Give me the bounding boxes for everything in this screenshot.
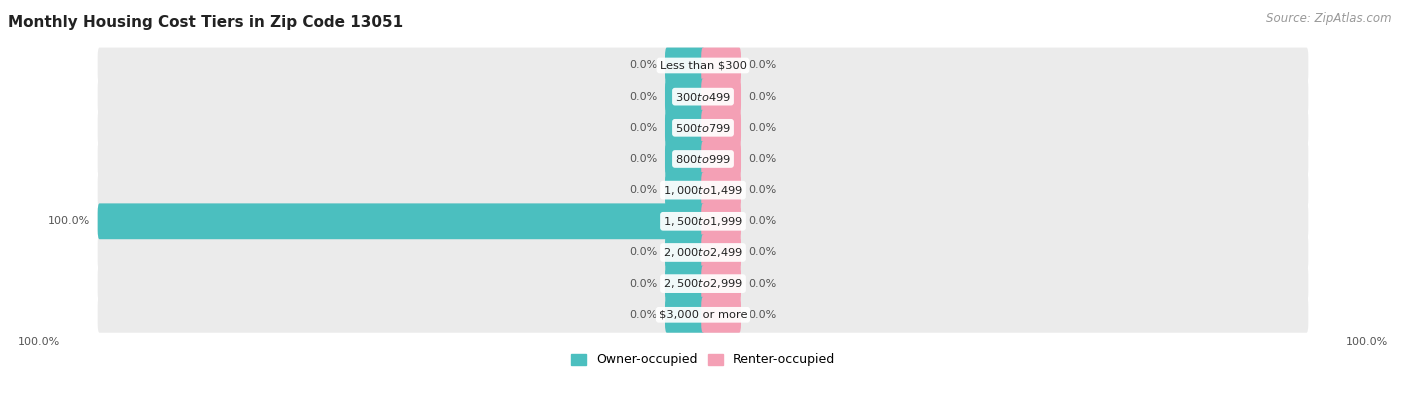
Text: 100.0%: 100.0% (1346, 337, 1388, 347)
Text: 0.0%: 0.0% (748, 123, 776, 133)
FancyBboxPatch shape (665, 172, 704, 208)
Text: 0.0%: 0.0% (630, 92, 658, 102)
FancyBboxPatch shape (665, 266, 704, 302)
Text: 0.0%: 0.0% (748, 61, 776, 71)
FancyBboxPatch shape (97, 110, 1309, 146)
FancyBboxPatch shape (665, 79, 704, 115)
FancyBboxPatch shape (702, 266, 741, 302)
FancyBboxPatch shape (97, 172, 1309, 208)
Text: $800 to $999: $800 to $999 (675, 153, 731, 165)
Text: $2,000 to $2,499: $2,000 to $2,499 (664, 246, 742, 259)
FancyBboxPatch shape (702, 110, 741, 146)
Text: 0.0%: 0.0% (748, 154, 776, 164)
Text: Less than $300: Less than $300 (659, 61, 747, 71)
FancyBboxPatch shape (702, 172, 741, 208)
FancyBboxPatch shape (702, 203, 741, 239)
Legend: Owner-occupied, Renter-occupied: Owner-occupied, Renter-occupied (567, 348, 839, 371)
FancyBboxPatch shape (702, 234, 741, 271)
FancyBboxPatch shape (665, 48, 704, 83)
FancyBboxPatch shape (702, 79, 741, 115)
FancyBboxPatch shape (97, 203, 1309, 239)
FancyBboxPatch shape (702, 141, 741, 177)
Text: 0.0%: 0.0% (630, 61, 658, 71)
Text: 0.0%: 0.0% (748, 310, 776, 320)
Text: Source: ZipAtlas.com: Source: ZipAtlas.com (1267, 12, 1392, 25)
Text: 100.0%: 100.0% (18, 337, 60, 347)
Text: 0.0%: 0.0% (630, 278, 658, 289)
FancyBboxPatch shape (665, 234, 704, 271)
FancyBboxPatch shape (665, 141, 704, 177)
FancyBboxPatch shape (97, 234, 1309, 271)
Text: 0.0%: 0.0% (748, 247, 776, 257)
Text: 100.0%: 100.0% (48, 216, 90, 226)
FancyBboxPatch shape (97, 297, 1309, 333)
Text: $1,000 to $1,499: $1,000 to $1,499 (664, 184, 742, 197)
Text: $3,000 or more: $3,000 or more (659, 310, 747, 320)
Text: $2,500 to $2,999: $2,500 to $2,999 (664, 277, 742, 290)
Text: 0.0%: 0.0% (748, 92, 776, 102)
Text: 0.0%: 0.0% (630, 310, 658, 320)
FancyBboxPatch shape (97, 141, 1309, 177)
Text: 0.0%: 0.0% (748, 216, 776, 226)
Text: Monthly Housing Cost Tiers in Zip Code 13051: Monthly Housing Cost Tiers in Zip Code 1… (8, 15, 404, 30)
Text: 0.0%: 0.0% (748, 278, 776, 289)
Text: 0.0%: 0.0% (630, 185, 658, 195)
FancyBboxPatch shape (702, 48, 741, 83)
Text: 0.0%: 0.0% (630, 154, 658, 164)
Text: 0.0%: 0.0% (748, 185, 776, 195)
Text: $1,500 to $1,999: $1,500 to $1,999 (664, 215, 742, 228)
FancyBboxPatch shape (97, 48, 1309, 83)
Text: 0.0%: 0.0% (630, 247, 658, 257)
FancyBboxPatch shape (665, 297, 704, 333)
FancyBboxPatch shape (97, 79, 1309, 115)
Text: 0.0%: 0.0% (630, 123, 658, 133)
Text: $300 to $499: $300 to $499 (675, 90, 731, 103)
FancyBboxPatch shape (97, 203, 704, 239)
FancyBboxPatch shape (97, 266, 1309, 302)
FancyBboxPatch shape (665, 110, 704, 146)
FancyBboxPatch shape (702, 297, 741, 333)
Text: $500 to $799: $500 to $799 (675, 122, 731, 134)
